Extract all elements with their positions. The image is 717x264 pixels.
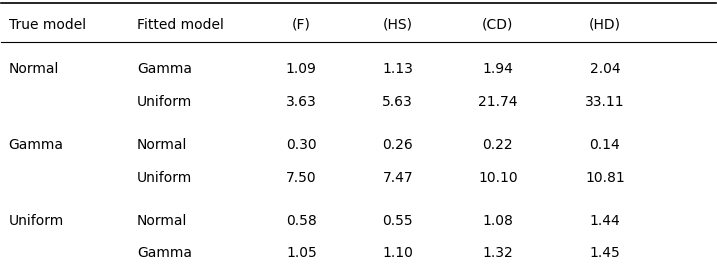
Text: Fitted model: Fitted model <box>137 18 224 32</box>
Text: 1.10: 1.10 <box>382 247 413 261</box>
Text: 1.32: 1.32 <box>483 247 513 261</box>
Text: 10.10: 10.10 <box>478 171 518 185</box>
Text: 10.81: 10.81 <box>585 171 625 185</box>
Text: (CD): (CD) <box>482 18 513 32</box>
Text: 1.05: 1.05 <box>286 247 317 261</box>
Text: Gamma: Gamma <box>9 138 64 152</box>
Text: 0.58: 0.58 <box>286 214 317 228</box>
Text: 7.50: 7.50 <box>286 171 317 185</box>
Text: (HS): (HS) <box>383 18 413 32</box>
Text: 0.14: 0.14 <box>589 138 620 152</box>
Text: 1.13: 1.13 <box>382 62 413 76</box>
Text: (HD): (HD) <box>589 18 621 32</box>
Text: 1.94: 1.94 <box>483 62 513 76</box>
Text: 3.63: 3.63 <box>286 95 317 109</box>
Text: 1.45: 1.45 <box>589 247 620 261</box>
Text: 0.26: 0.26 <box>382 138 413 152</box>
Text: Uniform: Uniform <box>137 171 192 185</box>
Text: 1.08: 1.08 <box>483 214 513 228</box>
Text: Uniform: Uniform <box>137 95 192 109</box>
Text: 5.63: 5.63 <box>382 95 413 109</box>
Text: Normal: Normal <box>137 214 187 228</box>
Text: 7.47: 7.47 <box>382 171 413 185</box>
Text: Gamma: Gamma <box>137 247 192 261</box>
Text: Normal: Normal <box>9 62 59 76</box>
Text: Uniform: Uniform <box>9 214 64 228</box>
Text: Gamma: Gamma <box>137 62 192 76</box>
Text: 0.55: 0.55 <box>382 214 413 228</box>
Text: 33.11: 33.11 <box>585 95 625 109</box>
Text: 1.09: 1.09 <box>286 62 317 76</box>
Text: 21.74: 21.74 <box>478 95 518 109</box>
Text: 0.30: 0.30 <box>286 138 317 152</box>
Text: 1.44: 1.44 <box>589 214 620 228</box>
Text: (F): (F) <box>292 18 310 32</box>
Text: Normal: Normal <box>137 138 187 152</box>
Text: 0.22: 0.22 <box>483 138 513 152</box>
Text: True model: True model <box>9 18 85 32</box>
Text: 2.04: 2.04 <box>589 62 620 76</box>
